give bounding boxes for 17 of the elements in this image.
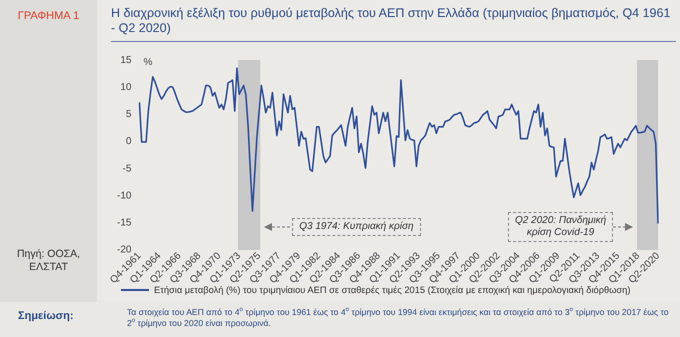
annotation: Q2 2020: Πανδημική κρίση Covid-19 — [508, 212, 614, 242]
y-axis-title: % — [143, 56, 152, 68]
y-tick-label: -10 — [117, 190, 132, 202]
y-tick-label: -5 — [122, 163, 132, 174]
annotation: Q3 1974: Κυπριακή κρίση — [292, 218, 421, 236]
y-tick-label: 10 — [120, 82, 132, 93]
y-tick-label: 15 — [120, 54, 132, 66]
text: Τα στοιχεία του ΑΕΠ από το 4$^{ο}$ τρίμηνο του 1961 έως το 4$^{ο}$ τρίμηνο του 1994 είναι εκτιμήσεις και τα στοιχεία από το 3$^{ο}$ τρίμηνο του 2017 έως το 2$^{ο}$ τρίμηνο του 2020 είναι προσωρινά. — [127, 307, 669, 328]
y-tick-label: -15 — [117, 218, 132, 229]
text: Πηγή: ΟΟΣΑ, ΕΛΣΤΑΤ — [16, 248, 82, 274]
y-tick-label: 0 — [126, 136, 132, 148]
chart-title: Η διαχρονική εξέλιξη του ρυθμού μεταβολής του ΑΕΠ στην Ελλάδα (τριμηνιαίος βηματισμός, Q4 1961 - Q2 2020) — [111, 6, 672, 36]
legend-label: Ετήσια μεταβολή (%) του τριμηνίαιου ΑΕΠ σε σταθερές τιμές 2015 (Στοιχεία με εποχική και ημερολογιακή διόρθωση) — [154, 285, 630, 295]
text: ΓΡΑΦΗΜΑ 1 — [16, 10, 80, 22]
text: Σημείωση: — [18, 310, 74, 322]
y-tick-label: -20 — [117, 244, 132, 256]
y-tick-label: 5 — [126, 109, 132, 120]
